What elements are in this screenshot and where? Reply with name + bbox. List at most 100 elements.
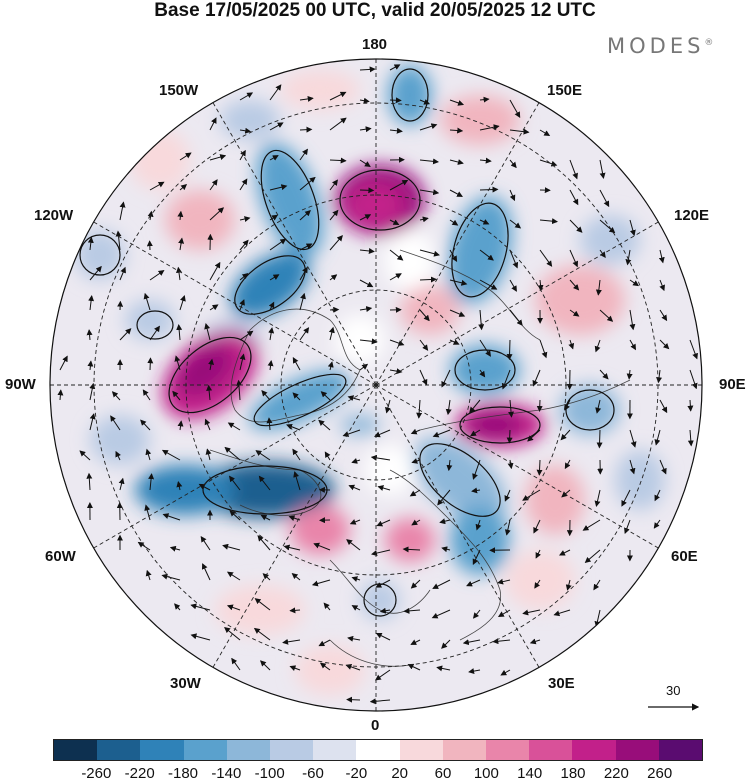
wind-arrow — [176, 266, 182, 281]
colorbar-tick-label: -140 — [211, 765, 242, 782]
anomaly-blob — [125, 300, 175, 340]
wind-arrow — [201, 563, 211, 581]
colorbar-ticks: -260 -220 -180 -140 -100 -60 -20 20 60 100 140 180 2… — [0, 765, 750, 783]
wind-arrow — [659, 459, 667, 475]
wind-arrow — [479, 157, 492, 164]
wind-arrow — [269, 214, 279, 221]
wind-arrow — [57, 389, 64, 401]
wind-arrow — [174, 355, 181, 371]
lon-label-150e: 150E — [547, 82, 583, 99]
wind-arrow — [179, 295, 186, 311]
wind-arrow — [599, 189, 610, 208]
wind-arrow — [299, 266, 308, 281]
wind-arrow — [351, 458, 361, 464]
lon-label-180: 180 — [362, 36, 388, 53]
wind-arrow — [569, 219, 583, 233]
colorbar-swatch — [442, 740, 487, 760]
height-contour — [79, 234, 121, 276]
wind-arrow — [532, 369, 541, 387]
wind-arrow — [411, 519, 421, 526]
height-contour — [234, 255, 306, 315]
wind-arrow — [564, 399, 571, 411]
anomaly-blob — [256, 142, 324, 258]
wind-arrow — [479, 219, 490, 225]
colorbar-tick-label: -60 — [302, 765, 324, 782]
meridian-line — [212, 384, 377, 668]
wind-arrow — [329, 157, 347, 164]
wind-arrow — [267, 360, 274, 371]
wind-arrow — [539, 218, 558, 225]
wind-arrow — [177, 420, 184, 431]
wind-arrow — [629, 429, 637, 448]
wind-arrow — [149, 325, 160, 341]
wind-arrow — [268, 301, 275, 311]
colorbar-swatch — [183, 740, 227, 760]
wind-arrow — [449, 249, 458, 263]
wind-arrow — [449, 279, 468, 286]
wind-arrow — [599, 369, 609, 380]
colorbar-swatch — [658, 740, 703, 760]
wind-arrow — [509, 159, 517, 169]
wind-arrow — [629, 279, 640, 287]
wind-arrow — [629, 219, 636, 237]
height-contour — [391, 68, 429, 122]
wind-arrow — [260, 514, 271, 521]
wind-arrow — [535, 549, 542, 559]
wind-arrow — [470, 429, 481, 437]
wind-arrow — [329, 209, 339, 221]
anomaly-blob — [615, 450, 665, 510]
lon-label-30e: 30E — [548, 675, 575, 692]
wind-arrow — [375, 579, 391, 588]
wind-arrow — [205, 448, 212, 461]
wind-arrow — [254, 598, 271, 611]
lon-label-90w: 90W — [5, 376, 36, 393]
wind-arrow — [658, 249, 665, 264]
colorbar-tick-label: 220 — [603, 765, 629, 782]
wind-arrow — [324, 451, 331, 461]
wind-arrow — [689, 339, 698, 360]
wind-arrow — [410, 579, 421, 589]
wind-arrow — [569, 249, 579, 268]
wind-arrow — [347, 395, 361, 402]
wind-arrow — [299, 148, 308, 161]
wind-arrow — [432, 579, 451, 589]
wind-arrow — [269, 122, 284, 131]
anomaly-blob — [560, 385, 620, 435]
wind-arrow — [209, 154, 227, 161]
colorbar-tick-label: -220 — [124, 765, 155, 782]
wind-arrow — [621, 489, 631, 507]
wind-arrow — [509, 189, 516, 202]
wind-arrow — [594, 489, 601, 507]
wind-arrow — [389, 249, 404, 261]
anomaly-blob — [220, 100, 280, 140]
wind-arrow — [209, 304, 219, 311]
wind-arrow — [419, 276, 437, 283]
colorbar-tick-label: -20 — [345, 765, 368, 782]
wind-arrow — [115, 450, 121, 461]
wind-arrow — [299, 327, 310, 341]
meridian-line — [375, 384, 540, 668]
wind-arrow — [472, 459, 481, 480]
wind-arrow — [479, 124, 500, 131]
anomaly-blob — [385, 518, 435, 562]
wind-arrow — [475, 519, 482, 531]
wind-arrow — [329, 179, 339, 191]
lon-label-120e: 120E — [674, 207, 710, 224]
lon-label-150w: 150W — [159, 82, 199, 99]
wind-arrow — [261, 390, 271, 401]
wind-arrow — [478, 309, 485, 331]
wind-arrow — [359, 159, 371, 167]
wind-arrow — [419, 309, 430, 322]
wind-arrow — [419, 99, 431, 105]
wind-arrow — [492, 638, 511, 645]
colorbar-swatch — [356, 740, 400, 760]
wind-arrow — [687, 429, 694, 447]
wind-arrow — [169, 545, 181, 552]
wind-arrow — [269, 155, 279, 161]
wind-arrow — [419, 369, 428, 386]
wind-arrow — [625, 249, 632, 266]
wind-arrow — [111, 391, 121, 401]
wind-arrow — [235, 379, 242, 401]
wind-arrow — [533, 519, 541, 534]
wind-arrow — [228, 475, 241, 491]
